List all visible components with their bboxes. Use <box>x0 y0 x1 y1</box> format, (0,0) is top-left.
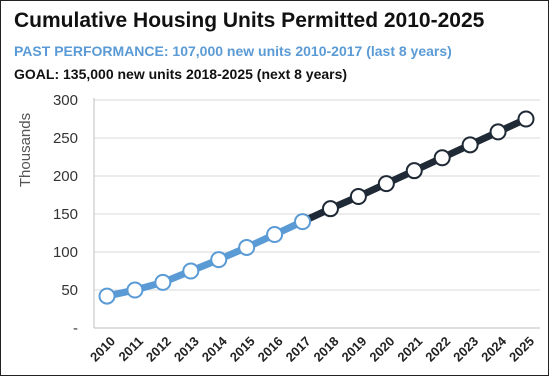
x-tick-label: 2022 <box>422 334 453 365</box>
series-points <box>98 110 535 305</box>
data-point-past <box>126 281 144 299</box>
data-point-past <box>154 273 172 291</box>
x-tick-label: 2011 <box>116 334 147 365</box>
x-tick-label: 2012 <box>143 334 174 365</box>
x-tick-label: 2023 <box>450 334 481 365</box>
data-point-goal <box>517 110 535 128</box>
x-tick-label: 2015 <box>227 334 258 365</box>
gridlines <box>93 98 540 329</box>
data-point-goal <box>433 149 451 167</box>
x-tick-label: 2018 <box>311 334 342 365</box>
y-tick-label: - <box>73 320 78 337</box>
data-point-goal <box>405 162 423 180</box>
chart-title: Cumulative Housing Units Permitted 2010-… <box>14 9 485 32</box>
x-tick-labels: 2010201120122013201420152016201720182019… <box>87 333 537 365</box>
data-point-past <box>98 287 116 305</box>
data-point-past <box>182 262 200 280</box>
data-point-past <box>294 213 312 231</box>
data-point-goal <box>349 188 367 206</box>
x-tick-label: 2020 <box>366 334 397 365</box>
data-point-goal <box>377 175 395 193</box>
x-tick-label: 2021 <box>394 334 425 365</box>
data-point-goal <box>321 200 339 218</box>
y-axis-label: Thousands <box>17 113 34 187</box>
x-tick-label: 2013 <box>171 334 202 365</box>
x-tick-label: 2014 <box>199 333 231 365</box>
y-tick-labels: - 50 100 150 200 250 300 <box>53 92 78 337</box>
x-tick-label: 2010 <box>87 334 118 365</box>
y-tick-label: 300 <box>53 92 78 109</box>
subtitle-past-performance: PAST PERFORMANCE: 107,000 new units 2010… <box>14 43 452 59</box>
data-point-goal <box>489 123 507 141</box>
data-point-past <box>266 226 284 244</box>
x-tick-label: 2025 <box>506 334 537 365</box>
data-point-past <box>238 238 256 256</box>
subtitle-goal: GOAL: 135,000 new units 2018-2025 (next … <box>14 66 348 82</box>
x-tick-label: 2017 <box>283 334 314 365</box>
x-tick-label: 2019 <box>338 334 369 365</box>
x-tick-label: 2016 <box>255 334 286 365</box>
y-tick-label: 100 <box>53 244 78 261</box>
data-point-goal <box>461 136 479 154</box>
y-tick-label: 200 <box>53 168 78 185</box>
data-point-past <box>210 251 228 269</box>
x-tick-label: 2024 <box>478 333 510 365</box>
y-tick-label: 150 <box>53 206 78 223</box>
y-tick-label: 250 <box>53 130 78 147</box>
y-tick-label: 50 <box>61 282 78 299</box>
